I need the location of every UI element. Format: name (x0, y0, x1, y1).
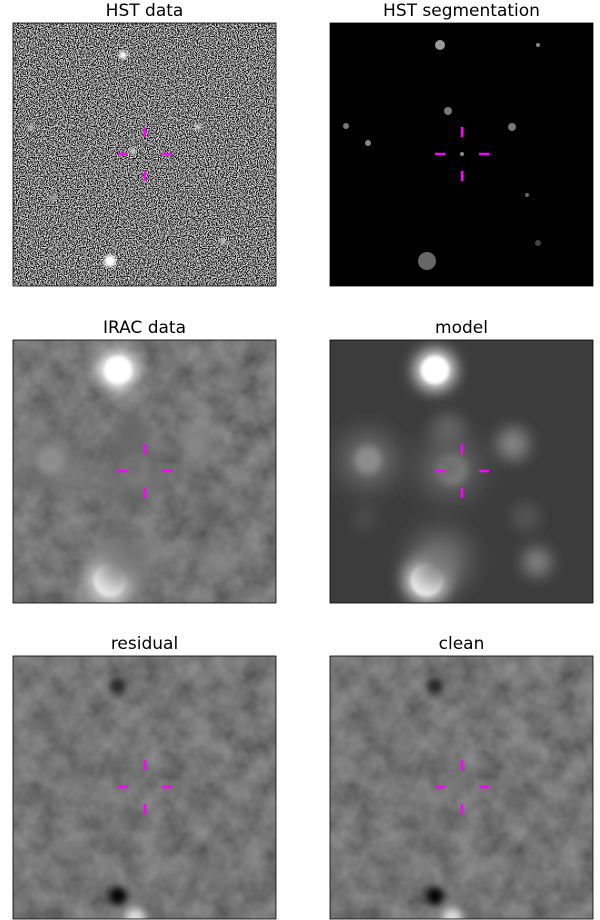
source (196, 503, 220, 527)
source (432, 414, 464, 446)
noise (13, 656, 276, 919)
source (180, 428, 212, 460)
panel-frame (329, 339, 594, 604)
source (444, 107, 452, 115)
panel-title: IRAC data (103, 318, 186, 338)
source (535, 240, 541, 246)
source (497, 428, 529, 460)
panel-frame (12, 655, 277, 920)
source (125, 908, 145, 919)
source (115, 414, 147, 446)
panel-frame (329, 655, 594, 920)
source (119, 51, 127, 59)
source (25, 434, 77, 486)
panel-title: clean (439, 634, 485, 654)
source (343, 123, 349, 129)
panel-image (330, 340, 593, 603)
source (442, 908, 462, 919)
source (355, 508, 375, 528)
panel-image (13, 340, 276, 603)
source (525, 193, 529, 197)
source (418, 252, 436, 270)
source (206, 548, 234, 576)
source (536, 43, 540, 47)
source (109, 887, 127, 905)
source (523, 548, 551, 576)
source (342, 434, 394, 486)
source (110, 678, 126, 694)
source (365, 140, 371, 146)
source (220, 238, 226, 244)
source (195, 124, 201, 130)
source (103, 438, 163, 498)
panel-title: residual (111, 634, 178, 654)
panel-frame (329, 22, 594, 287)
source (426, 887, 444, 905)
source (130, 148, 136, 154)
panel-title: HST segmentation (383, 1, 540, 21)
source (50, 195, 56, 201)
source (508, 123, 516, 131)
panel-frame (12, 22, 277, 287)
panel-title: HST data (106, 1, 184, 21)
source (412, 532, 468, 588)
source (104, 255, 116, 267)
source (516, 510, 536, 530)
panel-image (13, 23, 276, 286)
panel-image (13, 656, 276, 919)
panel-image (330, 23, 593, 286)
source (421, 356, 449, 384)
source (427, 678, 443, 694)
source (449, 777, 467, 795)
source (435, 40, 445, 50)
panel-image (330, 656, 593, 919)
source (28, 124, 34, 130)
noise (13, 23, 276, 286)
source (95, 532, 151, 588)
source (420, 438, 480, 498)
source (460, 152, 464, 156)
panel-title: model (435, 318, 488, 338)
source (104, 356, 132, 384)
panel-frame (12, 339, 277, 604)
